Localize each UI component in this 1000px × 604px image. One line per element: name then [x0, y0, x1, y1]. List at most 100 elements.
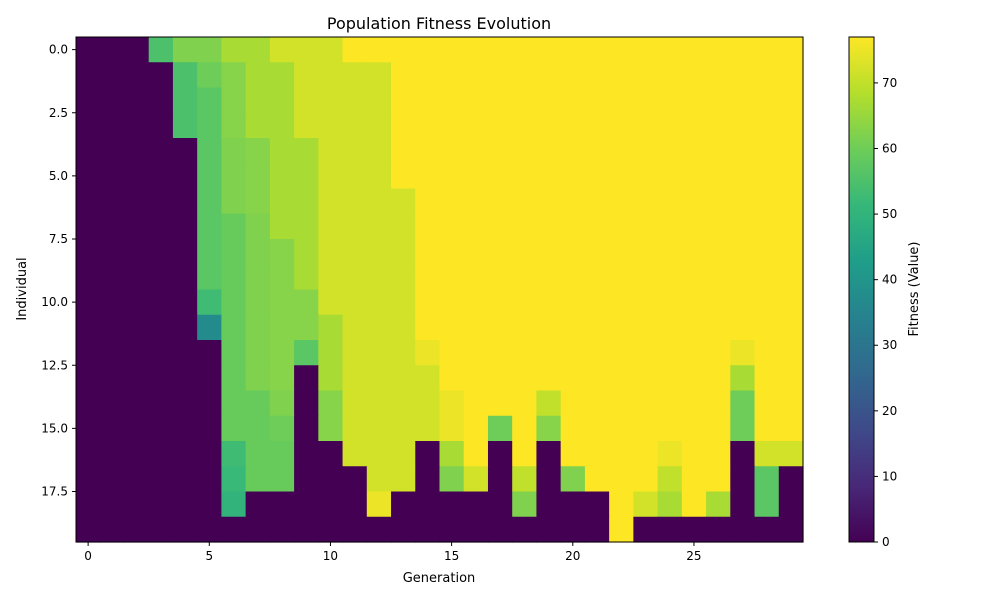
heatmap-cell	[609, 516, 634, 543]
heatmap-cell	[778, 163, 804, 190]
heatmap-cell	[366, 239, 392, 265]
heatmap-cell	[100, 516, 126, 543]
heatmap-cell	[681, 289, 707, 316]
heatmap-cell	[512, 516, 538, 543]
heatmap-cell	[681, 491, 707, 518]
heatmap-cell	[342, 37, 368, 63]
heatmap-cell	[76, 314, 101, 341]
heatmap-cell	[148, 441, 174, 467]
heatmap-cell	[245, 365, 271, 392]
heatmap-cell	[197, 415, 222, 442]
heatmap-cell	[778, 138, 804, 164]
heatmap-cell	[439, 365, 465, 392]
heatmap-cell	[584, 239, 610, 265]
heatmap-cell	[415, 188, 441, 215]
heatmap-cell	[609, 314, 634, 341]
heatmap-cell	[148, 213, 174, 240]
heatmap-cell	[778, 491, 804, 518]
heatmap-cell	[148, 264, 174, 291]
heatmap-cell	[706, 415, 731, 442]
heatmap-cell	[560, 112, 586, 139]
heatmap-cell	[706, 516, 731, 543]
heatmap-cell	[366, 365, 392, 392]
heatmap-cell	[487, 365, 513, 392]
heatmap-cell	[172, 163, 198, 190]
heatmap-cell	[560, 314, 586, 341]
heatmap-cell	[778, 239, 804, 265]
heatmap-cell	[536, 188, 562, 215]
heatmap-cell	[463, 138, 489, 164]
heatmap-cell	[536, 491, 562, 518]
heatmap-cell	[512, 491, 538, 518]
heatmap-cell	[221, 213, 247, 240]
heatmap-cell	[342, 340, 368, 366]
heatmap-cell	[706, 112, 731, 139]
heatmap-cell	[172, 87, 198, 114]
heatmap-cell	[657, 112, 683, 139]
heatmap-cell	[415, 516, 441, 543]
heatmap-cell	[584, 415, 610, 442]
heatmap-cell	[245, 239, 271, 265]
heatmap-cell	[512, 62, 538, 89]
heatmap-cell	[584, 516, 610, 543]
heatmap-cell	[415, 163, 441, 190]
heatmap-cell	[512, 466, 538, 493]
heatmap-cell	[439, 239, 465, 265]
heatmap-cell	[269, 516, 295, 543]
heatmap-cell	[681, 264, 707, 291]
heatmap-cell	[76, 138, 101, 164]
heatmap-cell	[318, 441, 344, 467]
heatmap-cell	[754, 314, 780, 341]
heatmap-cell	[657, 289, 683, 316]
heatmap-cell	[172, 213, 198, 240]
heatmap-cell	[536, 239, 562, 265]
heatmap-cell	[318, 340, 344, 366]
heatmap-cell	[584, 163, 610, 190]
heatmap-cell	[124, 415, 150, 442]
heatmap-cell	[463, 365, 489, 392]
heatmap-cell	[439, 491, 465, 518]
heatmap-cell	[124, 340, 150, 366]
heatmap-cell	[754, 466, 780, 493]
heatmap-cell	[269, 289, 295, 316]
heatmap-cell	[172, 264, 198, 291]
heatmap-cell	[318, 314, 344, 341]
heatmap-cell	[197, 264, 222, 291]
heatmap-cell	[487, 340, 513, 366]
heatmap-cell	[463, 87, 489, 114]
heatmap-cell	[294, 365, 319, 392]
heatmap-cell	[754, 163, 780, 190]
heatmap-cell	[269, 87, 295, 114]
heatmap-cell	[512, 264, 538, 291]
heatmap-cell	[318, 87, 344, 114]
heatmap-cell	[318, 213, 344, 240]
heatmap-cell	[487, 239, 513, 265]
heatmap-cell	[100, 314, 126, 341]
heatmap-cell	[584, 62, 610, 89]
heatmap-cell	[269, 390, 295, 417]
heatmap-cell	[76, 340, 101, 366]
heatmap-cell	[245, 264, 271, 291]
heatmap-cell	[633, 390, 659, 417]
heatmap-cell	[391, 112, 416, 139]
heatmap-cell	[245, 415, 271, 442]
heatmap-cell	[172, 491, 198, 518]
heatmap-cell	[148, 491, 174, 518]
heatmap-cell	[342, 138, 368, 164]
heatmap-cell	[269, 466, 295, 493]
heatmap-cell	[148, 340, 174, 366]
heatmap-cell	[415, 112, 441, 139]
heatmap-cell	[269, 365, 295, 392]
heatmap-cell	[754, 239, 780, 265]
heatmap-cell	[318, 289, 344, 316]
heatmap-cell	[487, 491, 513, 518]
heatmap-cell	[657, 365, 683, 392]
heatmap-cell	[366, 37, 392, 63]
heatmap-cell	[609, 188, 634, 215]
heatmap-cell	[584, 340, 610, 366]
heatmap-cell	[536, 289, 562, 316]
heatmap-cell	[536, 441, 562, 467]
heatmap-cell	[415, 37, 441, 63]
heatmap-cell	[754, 491, 780, 518]
heatmap-cell	[148, 188, 174, 215]
